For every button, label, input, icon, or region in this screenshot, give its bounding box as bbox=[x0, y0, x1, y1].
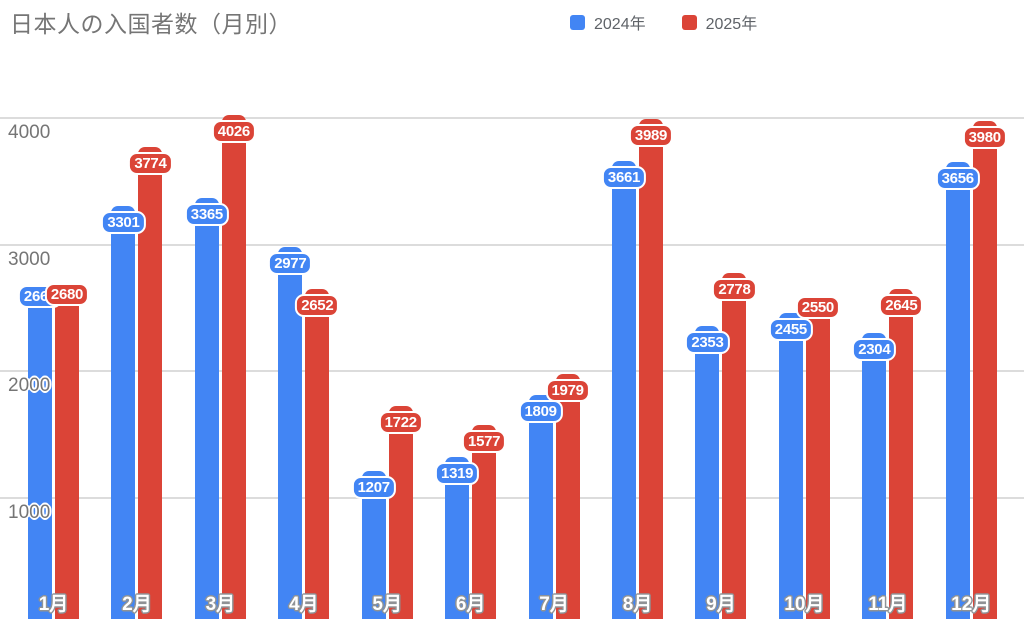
value-label-2025年-9月: 2778 bbox=[712, 277, 757, 301]
bar-2024年-1月 bbox=[28, 287, 52, 619]
bar-2024年-9月 bbox=[695, 326, 720, 619]
legend-item-2024: 2024年 bbox=[570, 10, 646, 34]
legend-item-2025: 2025年 bbox=[681, 10, 758, 34]
y-axis-label-3000: 3000 bbox=[8, 248, 51, 270]
gridline bbox=[0, 370, 1024, 372]
x-axis-label-3月: 3月 bbox=[205, 594, 236, 615]
x-axis-label-1月: 1月 bbox=[38, 594, 69, 615]
bar-2025年-1月 bbox=[55, 284, 79, 619]
x-axis-label-2月: 2月 bbox=[122, 594, 152, 615]
chart-title: 日本人の入国者数（月別） bbox=[10, 11, 292, 37]
bar-2025年-10月 bbox=[805, 301, 830, 619]
value-label-2024年-7月: 1809 bbox=[518, 400, 563, 424]
x-axis-label-6月: 6月 bbox=[455, 594, 486, 615]
bar-2025年-3月 bbox=[221, 114, 246, 619]
value-label-2025年-1月: 2680 bbox=[44, 282, 90, 306]
value-label-2024年-8月: 3661 bbox=[601, 165, 647, 189]
gridline bbox=[0, 243, 1024, 246]
bar-2025年-8月 bbox=[639, 119, 663, 619]
value-label-2024年-6月: 1319 bbox=[435, 462, 480, 486]
bar-2024年-12月 bbox=[945, 161, 970, 619]
x-axis-label-5月: 5月 bbox=[372, 594, 403, 615]
value-label-2025年-6月: 1577 bbox=[462, 429, 507, 453]
value-label-2025年-2月: 3774 bbox=[128, 151, 173, 175]
value-label-2025年-5月: 1722 bbox=[378, 411, 423, 435]
x-axis-label-11月: 11月 bbox=[868, 594, 908, 615]
legend-label-2024: 2024年 bbox=[594, 16, 646, 33]
x-axis-label-9月: 9月 bbox=[706, 594, 736, 615]
x-axis-label-4月: 4月 bbox=[288, 594, 319, 615]
x-axis-label-12月: 12月 bbox=[951, 594, 992, 615]
bar-2025年-4月 bbox=[305, 288, 330, 619]
value-label-2024年-3月: 3365 bbox=[184, 203, 229, 227]
bar-2025年-9月 bbox=[722, 272, 747, 619]
value-label-2025年-3月: 4026 bbox=[211, 119, 256, 143]
x-axis-label-8月: 8月 bbox=[622, 594, 653, 615]
value-label-2024年-10月: 2455 bbox=[768, 318, 813, 342]
legend-swatch-2025-icon bbox=[681, 14, 697, 30]
bar-2024年-10月 bbox=[778, 313, 803, 619]
value-label-2024年-11月: 2304 bbox=[852, 337, 897, 361]
legend-swatch-2024-icon bbox=[570, 14, 585, 30]
bar-2024年-7月 bbox=[528, 395, 553, 619]
y-axis-label-2000: 2000 bbox=[8, 375, 51, 396]
gridline bbox=[0, 496, 1024, 499]
bar-2024年-3月 bbox=[194, 198, 219, 619]
legend-label-2025: 2025年 bbox=[705, 16, 758, 33]
value-label-2025年-10月: 2550 bbox=[795, 296, 840, 320]
bar-2024年-2月 bbox=[111, 206, 136, 619]
bar-2025年-6月 bbox=[472, 424, 497, 619]
value-label-2025年-12月: 3980 bbox=[962, 125, 1007, 149]
value-label-2025年-4月: 2652 bbox=[295, 293, 340, 317]
value-label-2024年-4月: 2977 bbox=[268, 252, 313, 276]
value-label-2025年-8月: 3989 bbox=[628, 124, 674, 148]
value-label-2025年-7月: 1979 bbox=[545, 378, 590, 402]
value-label-2024年-2月: 3301 bbox=[101, 211, 146, 235]
gridline bbox=[0, 117, 1024, 119]
bar-2024年-11月 bbox=[862, 332, 887, 619]
value-label-2024年-9月: 2353 bbox=[685, 331, 730, 355]
bar-2025年-12月 bbox=[972, 120, 997, 619]
value-label-2025年-11月: 2645 bbox=[879, 294, 924, 318]
value-label-2024年-12月: 3656 bbox=[935, 166, 980, 190]
bar-2025年-5月 bbox=[388, 406, 413, 619]
y-axis-label-4000: 4000 bbox=[8, 122, 51, 143]
legend: 2024年 2025年 bbox=[570, 10, 757, 34]
x-axis-label-7月: 7月 bbox=[539, 594, 569, 615]
value-label-2024年-5月: 1207 bbox=[351, 476, 396, 500]
x-axis-label-10月: 10月 bbox=[784, 594, 825, 615]
y-axis-label-1000: 1000 bbox=[8, 501, 51, 523]
bar-2024年-8月 bbox=[612, 160, 636, 619]
